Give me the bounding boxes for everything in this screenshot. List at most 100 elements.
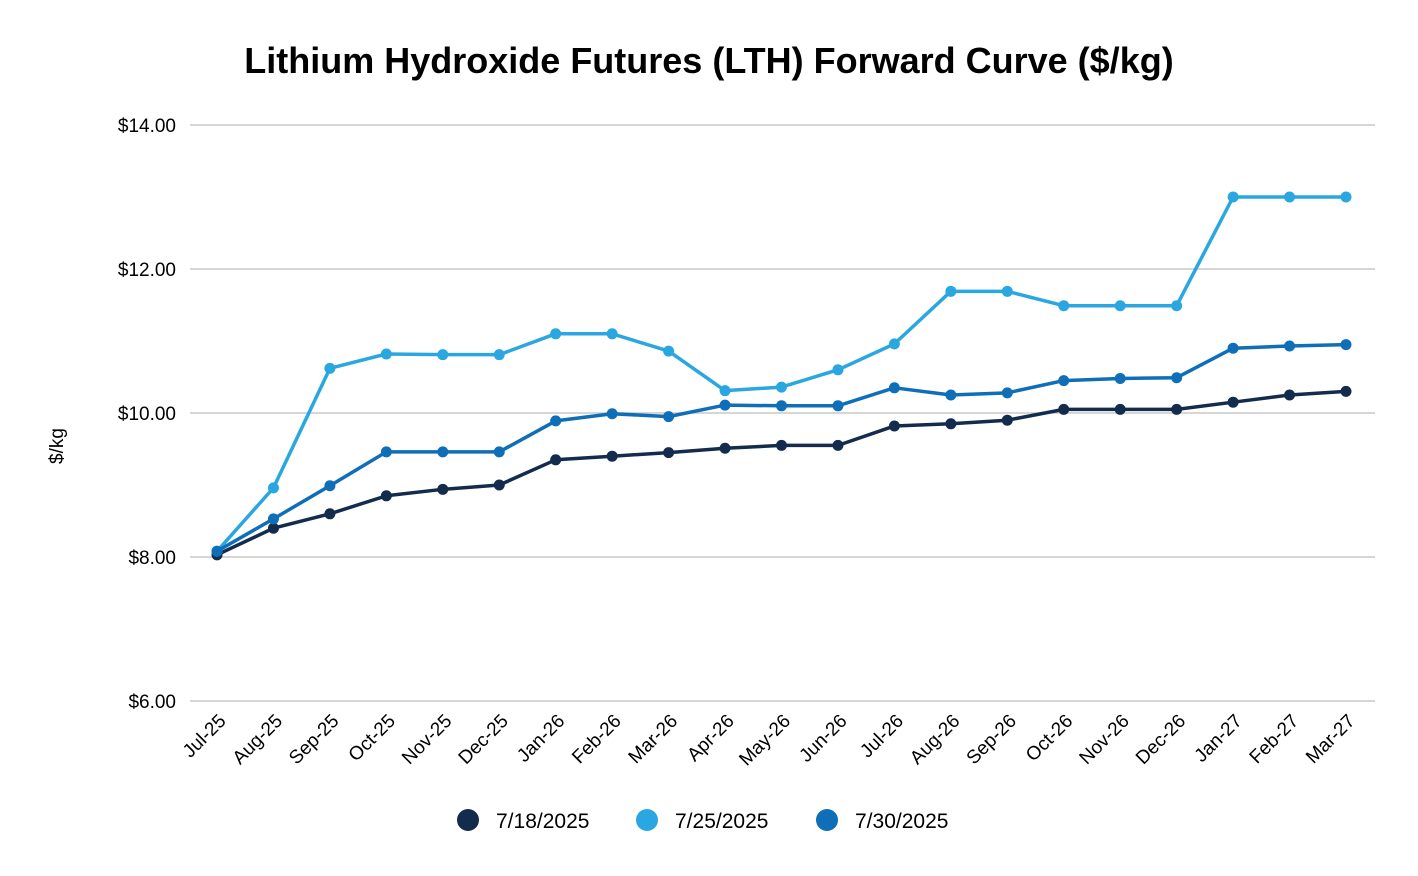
- data-point: [1058, 300, 1070, 312]
- data-point: [324, 362, 336, 374]
- data-point: [945, 418, 957, 430]
- data-point: [832, 364, 844, 376]
- data-point: [324, 480, 336, 492]
- series-line: [211, 339, 1352, 557]
- data-point: [550, 454, 562, 466]
- legend-marker: [457, 809, 479, 831]
- data-point: [211, 545, 223, 557]
- y-axis-ticks: $6.00 $8.00 $10.00 $12.00 $14.00: [118, 116, 176, 713]
- y-tick-label: $6.00: [128, 692, 176, 713]
- x-tick-label: Sep-25: [285, 711, 343, 769]
- legend-label: 7/25/2025: [675, 810, 768, 833]
- data-point: [437, 446, 449, 458]
- data-point: [719, 385, 731, 397]
- data-point: [380, 446, 392, 458]
- legend-label: 7/18/2025: [496, 810, 589, 833]
- data-point: [719, 399, 731, 411]
- x-tick-label: Mar-26: [625, 711, 682, 768]
- legend-marker: [816, 809, 838, 831]
- data-point: [776, 400, 787, 412]
- y-tick-label: $12.00: [118, 260, 176, 281]
- series-line: [211, 385, 1352, 561]
- x-tick-label: Mar-27: [1302, 711, 1359, 768]
- x-tick-label: Aug-26: [906, 711, 964, 769]
- data-point: [437, 483, 449, 495]
- data-point: [1171, 403, 1183, 415]
- data-point: [663, 411, 675, 423]
- legend-item: 7/30/2025: [816, 809, 948, 833]
- legend-item: 7/18/2025: [457, 809, 589, 833]
- data-point: [1227, 191, 1239, 203]
- legend-item: 7/25/2025: [636, 809, 768, 833]
- data-point: [1227, 342, 1239, 354]
- data-point: [1001, 285, 1013, 297]
- data-point: [493, 446, 505, 458]
- data-point: [1114, 300, 1126, 312]
- data-point: [888, 338, 900, 350]
- data-point: [1114, 403, 1126, 415]
- x-tick-label: Jun-26: [796, 711, 852, 767]
- legend-marker: [636, 809, 658, 831]
- data-point: [606, 328, 618, 340]
- x-tick-label: Feb-27: [1246, 711, 1303, 768]
- y-tick-label: $14.00: [118, 116, 176, 137]
- chart-title: Lithium Hydroxide Futures (LTH) Forward …: [244, 40, 1174, 81]
- data-point: [776, 381, 787, 393]
- x-tick-label: Nov-26: [1076, 711, 1134, 769]
- data-point: [1340, 191, 1352, 203]
- x-tick-label: May-26: [735, 711, 795, 771]
- x-tick-label: Jul-26: [856, 711, 907, 762]
- x-tick-label: Jan-27: [1191, 711, 1247, 767]
- data-point: [1058, 375, 1070, 387]
- y-axis-title: $/kg: [47, 428, 68, 464]
- data-point: [1284, 389, 1296, 401]
- data-point: [945, 389, 957, 401]
- data-point: [1227, 396, 1239, 408]
- data-point: [1340, 385, 1352, 397]
- legend: 7/18/2025 7/25/2025 7/30/2025: [457, 809, 948, 833]
- data-point: [1340, 339, 1352, 351]
- data-point: [550, 328, 562, 340]
- x-tick-label: Oct-25: [345, 711, 400, 766]
- data-point: [437, 349, 449, 361]
- data-point: [1058, 403, 1070, 415]
- data-point: [719, 442, 731, 454]
- series-lines: [211, 191, 1352, 561]
- data-point: [1001, 387, 1013, 399]
- data-point: [1284, 191, 1296, 203]
- data-point: [832, 400, 844, 412]
- data-point: [1001, 414, 1013, 426]
- y-tick-label: $8.00: [128, 548, 176, 569]
- x-tick-label: Jul-25: [179, 711, 230, 762]
- data-point: [663, 447, 675, 459]
- x-tick-label: Dec-25: [455, 711, 513, 769]
- x-tick-label: Feb-26: [568, 711, 625, 768]
- x-tick-label: Jan-26: [513, 711, 569, 767]
- data-point: [493, 479, 505, 491]
- data-point: [606, 408, 618, 420]
- x-tick-label: Nov-25: [398, 711, 456, 769]
- data-point: [1171, 300, 1183, 312]
- data-point: [1114, 372, 1126, 384]
- series-path: [215, 389, 1348, 557]
- data-point: [776, 439, 787, 451]
- x-tick-label: Oct-26: [1022, 711, 1077, 766]
- data-point: [324, 508, 336, 520]
- data-point: [1171, 372, 1183, 384]
- data-point: [267, 513, 279, 525]
- x-tick-label: Sep-26: [963, 711, 1021, 769]
- data-point: [888, 420, 900, 432]
- data-point: [493, 349, 505, 361]
- data-point: [888, 382, 900, 394]
- data-point: [606, 450, 618, 462]
- data-point: [267, 522, 279, 534]
- data-point: [663, 345, 675, 357]
- data-point: [380, 348, 392, 360]
- data-point: [380, 490, 392, 502]
- data-point: [832, 439, 844, 451]
- data-point: [1284, 340, 1296, 352]
- x-tick-label: Dec-26: [1132, 711, 1190, 769]
- x-tick-label: Apr-26: [683, 711, 738, 766]
